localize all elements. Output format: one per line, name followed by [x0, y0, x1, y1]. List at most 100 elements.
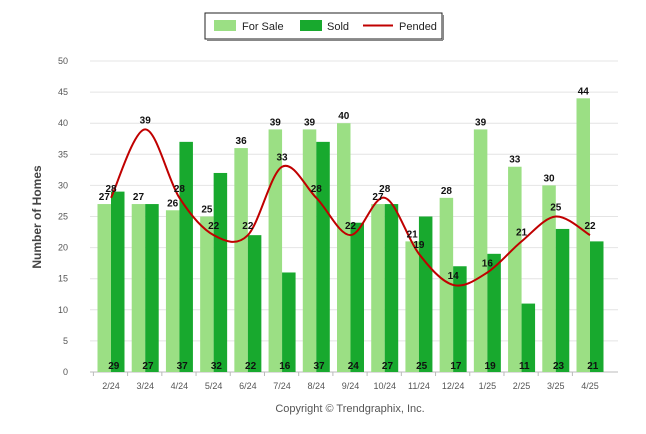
data-labels: 27 29 27 27 26 37 25 32 36 22 39 16 39 37 40 24 27 27 21 25… — [99, 86, 599, 372]
x-tick-label: 8/24 — [308, 381, 326, 391]
x-tick-label: 3/25 — [547, 381, 565, 391]
bar-sold — [179, 141, 193, 372]
data-label-sold: 19 — [485, 361, 497, 372]
x-tick-label: 12/24 — [442, 381, 465, 391]
legend-label-pended: Pended — [399, 21, 437, 33]
y-tick-label: 45 — [58, 87, 68, 97]
bar-for-sale — [508, 166, 522, 372]
bar-for-sale — [302, 129, 317, 372]
data-label-sold: 37 — [177, 361, 189, 372]
data-label-for-sale: 33 — [509, 155, 521, 166]
x-tick-label: 11/24 — [408, 381, 430, 391]
pended-line — [110, 128, 591, 287]
bar-sold — [453, 266, 467, 372]
data-label-for-sale: 25 — [201, 205, 213, 216]
legend: For Sale Sold Pended — [204, 12, 444, 41]
data-label-for-sale: 44 — [578, 86, 590, 97]
bar-sold — [418, 216, 433, 372]
x-tick-label: 4/25 — [581, 381, 599, 391]
bar-sold — [213, 172, 228, 372]
y-tick-label: 40 — [58, 118, 68, 128]
bar-for-sale — [473, 129, 488, 372]
copyright-credit: Copyright © Trendgraphix, Inc. — [275, 403, 424, 415]
x-tick-label: 7/24 — [273, 381, 291, 391]
data-label-sold: 16 — [279, 361, 291, 372]
y-tick-label: 50 — [58, 56, 68, 66]
data-label-pended: 25 — [550, 203, 562, 214]
bar-for-sale — [165, 210, 180, 372]
bar-sold — [282, 272, 296, 372]
bar-sold — [487, 253, 501, 372]
data-label-pended: 33 — [277, 153, 289, 164]
data-label-pended: 19 — [413, 240, 425, 251]
bar-for-sale — [200, 216, 214, 372]
data-label-sold: 21 — [587, 361, 599, 372]
data-label-for-sale: 27 — [372, 192, 384, 203]
data-label-pended: 28 — [174, 184, 186, 195]
data-label-pended: 14 — [448, 271, 460, 282]
pended-line-layer — [110, 128, 591, 287]
y-tick-label: 30 — [58, 180, 68, 190]
bar-sold — [247, 235, 262, 372]
legend-swatch-for-sale — [214, 20, 236, 31]
data-label-pended: 28 — [105, 184, 117, 195]
data-label-for-sale: 30 — [543, 173, 555, 184]
bar-for-sale — [542, 185, 556, 372]
data-label-for-sale: 39 — [304, 117, 316, 128]
y-tick-label: 5 — [63, 336, 68, 346]
bar-for-sale — [439, 197, 454, 372]
data-label-for-sale: 26 — [167, 198, 179, 209]
x-tick-label: 3/24 — [136, 381, 154, 391]
data-label-for-sale: 40 — [338, 111, 350, 122]
bar-sold — [384, 204, 399, 372]
data-label-for-sale: 21 — [407, 229, 419, 240]
x-tick-label: 5/24 — [205, 381, 223, 391]
data-label-pended: 22 — [242, 221, 254, 232]
y-tick-label: 25 — [58, 212, 68, 222]
y-axis-label: Number of Homes — [30, 165, 44, 269]
data-label-pended: 21 — [516, 227, 528, 238]
data-label-pended: 16 — [482, 258, 494, 269]
data-label-sold: 24 — [348, 361, 360, 372]
data-label-sold: 22 — [245, 361, 257, 372]
bar-sold — [316, 141, 330, 372]
x-axis-ticks: 2/24 3/24 4/24 5/24 6/24 7/24 8/24 9/24 10/24 11/… — [92, 372, 599, 391]
y-tick-label: 20 — [58, 243, 68, 253]
data-label-pended: 28 — [311, 184, 323, 195]
data-label-for-sale: 27 — [133, 192, 145, 203]
data-label-for-sale: 39 — [475, 117, 487, 128]
bar-sold — [590, 241, 604, 372]
data-label-sold: 23 — [553, 361, 565, 372]
bars — [97, 98, 604, 372]
bar-sold — [555, 228, 570, 372]
data-label-pended: 28 — [379, 184, 391, 195]
data-label-sold: 29 — [108, 361, 120, 372]
bar-for-sale — [337, 123, 351, 372]
bar-for-sale — [371, 204, 385, 372]
data-label-sold: 27 — [142, 361, 154, 372]
x-tick-label: 2/24 — [102, 381, 120, 391]
data-label-sold: 25 — [416, 361, 428, 372]
data-label-pended: 22 — [584, 221, 596, 232]
bar-sold — [145, 204, 159, 372]
bar-for-sale — [268, 129, 283, 372]
data-label-sold: 32 — [211, 361, 223, 372]
legend-label-for-sale: For Sale — [242, 21, 284, 33]
data-label-for-sale: 27 — [99, 192, 111, 203]
data-label-for-sale: 36 — [236, 136, 248, 147]
bar-for-sale — [576, 98, 590, 372]
bar-for-sale — [234, 148, 248, 372]
x-tick-label: 6/24 — [239, 381, 257, 391]
x-tick-label: 1/25 — [479, 381, 497, 391]
y-axis-ticks: 0 5 10 15 20 25 30 35 40 45 50 — [58, 56, 68, 377]
bar-for-sale — [405, 241, 419, 372]
y-tick-label: 0 — [63, 367, 68, 377]
data-label-pended: 22 — [345, 221, 357, 232]
x-tick-label: 2/25 — [513, 381, 531, 391]
legend-box — [204, 12, 443, 40]
bar-for-sale — [131, 204, 146, 372]
data-label-sold: 17 — [450, 361, 462, 372]
data-label-sold: 11 — [519, 361, 530, 372]
